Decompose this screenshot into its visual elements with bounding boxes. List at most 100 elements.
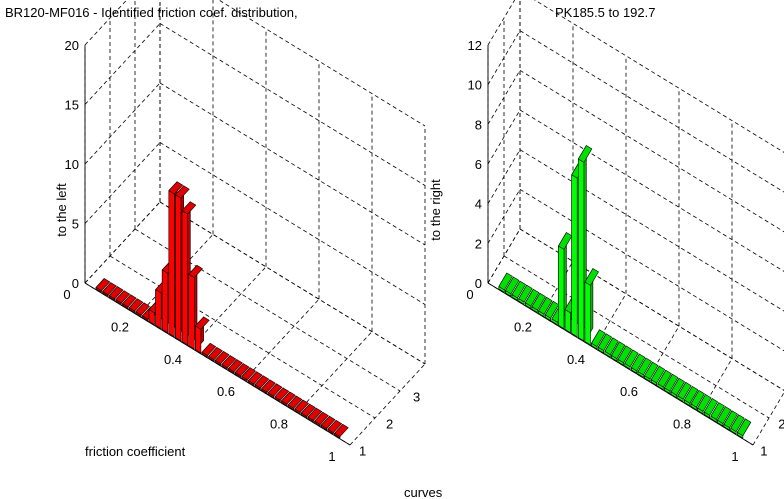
z-tick-label: 5 <box>72 217 79 232</box>
bar <box>505 276 520 297</box>
bar <box>498 272 513 293</box>
grid-z-back <box>218 0 426 127</box>
bar <box>597 333 613 354</box>
bar <box>511 280 526 301</box>
bar <box>630 353 646 374</box>
bar <box>644 361 659 382</box>
bar <box>664 373 679 394</box>
title-left: BR120-MF016 - Identified friction coef. … <box>5 5 298 20</box>
bar <box>677 381 692 402</box>
x-tick-label: 1 <box>731 449 738 464</box>
z-tick-label: 15 <box>65 98 79 113</box>
bar <box>228 359 243 374</box>
bar <box>736 418 752 439</box>
bar <box>730 414 745 435</box>
z-tick-label: 10 <box>65 157 79 172</box>
bar <box>267 383 283 398</box>
x-tick-label: 0.2 <box>111 319 129 334</box>
grid-z-back <box>519 188 784 352</box>
bar <box>617 345 632 366</box>
bar <box>208 347 223 362</box>
bar <box>214 351 230 366</box>
z-tick-label: 8 <box>475 117 482 132</box>
zlabel-right: to the right <box>428 179 443 241</box>
x-axis-line <box>487 282 754 446</box>
bar <box>670 377 685 398</box>
grid-z-side <box>487 0 516 46</box>
bar <box>300 403 316 419</box>
grid-z-back <box>519 149 784 312</box>
bar <box>703 398 719 419</box>
x-tick-label: 0.2 <box>514 319 532 334</box>
x-tick-label: 0.6 <box>620 384 638 399</box>
bar <box>637 357 652 378</box>
bar <box>181 201 197 346</box>
bar <box>135 302 150 317</box>
bar <box>261 379 276 394</box>
bar <box>234 363 250 378</box>
x-tick-label: 0.4 <box>164 352 182 367</box>
grid-z-back <box>519 109 784 272</box>
x-tick-label: 1 <box>328 449 335 464</box>
z-tick-label: 12 <box>468 38 482 53</box>
grid-z-side <box>487 189 521 244</box>
grid-z-back <box>519 30 784 193</box>
grid-x-floor <box>296 331 373 413</box>
bar <box>95 278 111 293</box>
grid-x-floor <box>243 298 320 381</box>
x-tick-label: 0.8 <box>270 417 288 432</box>
bar <box>320 415 336 431</box>
grid-z-back <box>159 23 426 186</box>
bar <box>531 292 546 313</box>
bar <box>690 390 705 411</box>
bar <box>128 298 144 313</box>
bar <box>195 316 210 354</box>
bar <box>327 419 343 435</box>
bar <box>577 145 593 342</box>
z-tick-label: 0 <box>72 276 79 291</box>
zlabel-left: to the left <box>54 183 69 237</box>
depth-tick-label: 3 <box>413 390 420 405</box>
bar <box>650 365 666 386</box>
bar <box>723 410 738 431</box>
chart-left: 0 5 10 15 20 0 0.2 0.4 0.6 0.8 1 1 2 3 to the left fr… <box>54 0 426 464</box>
bar <box>254 375 270 390</box>
bar <box>538 296 553 317</box>
grid-z-back <box>519 69 784 233</box>
bar <box>544 300 560 321</box>
bar <box>175 185 190 342</box>
bar <box>122 294 137 309</box>
bar <box>248 371 263 386</box>
z-tick-label: 0 <box>475 276 482 291</box>
x-tick-label: 0 <box>466 287 473 302</box>
bar <box>115 290 130 305</box>
bar <box>108 286 124 301</box>
grid-depth-floor <box>109 255 376 419</box>
bar <box>221 355 236 370</box>
z-tick-label: 20 <box>65 38 79 53</box>
bar <box>657 369 672 390</box>
grid-z-side <box>84 142 161 224</box>
depth-tick-label: 1 <box>760 444 767 459</box>
bar <box>188 264 203 350</box>
bar <box>281 391 296 407</box>
bar <box>524 288 540 309</box>
xlabel-left: friction coefficient <box>85 444 186 459</box>
z-tick-label: 2 <box>475 236 482 251</box>
depth-tick-label: 2 <box>778 417 784 432</box>
bar <box>683 386 699 407</box>
bar <box>241 367 256 382</box>
x-tick-label: 0.8 <box>673 417 691 432</box>
bar <box>307 407 323 423</box>
bar <box>161 260 177 334</box>
depth-tick-label: 1 <box>359 444 366 459</box>
title-right: PK185.5 to 192.7 <box>555 5 655 20</box>
shared-xlabel-curves: curves <box>404 485 443 499</box>
bar <box>314 411 329 427</box>
grid-depth-floor <box>503 255 770 419</box>
bar <box>710 402 725 423</box>
grid-x-floor <box>349 363 426 446</box>
grid-x-floor <box>190 266 267 349</box>
bar <box>611 341 626 362</box>
